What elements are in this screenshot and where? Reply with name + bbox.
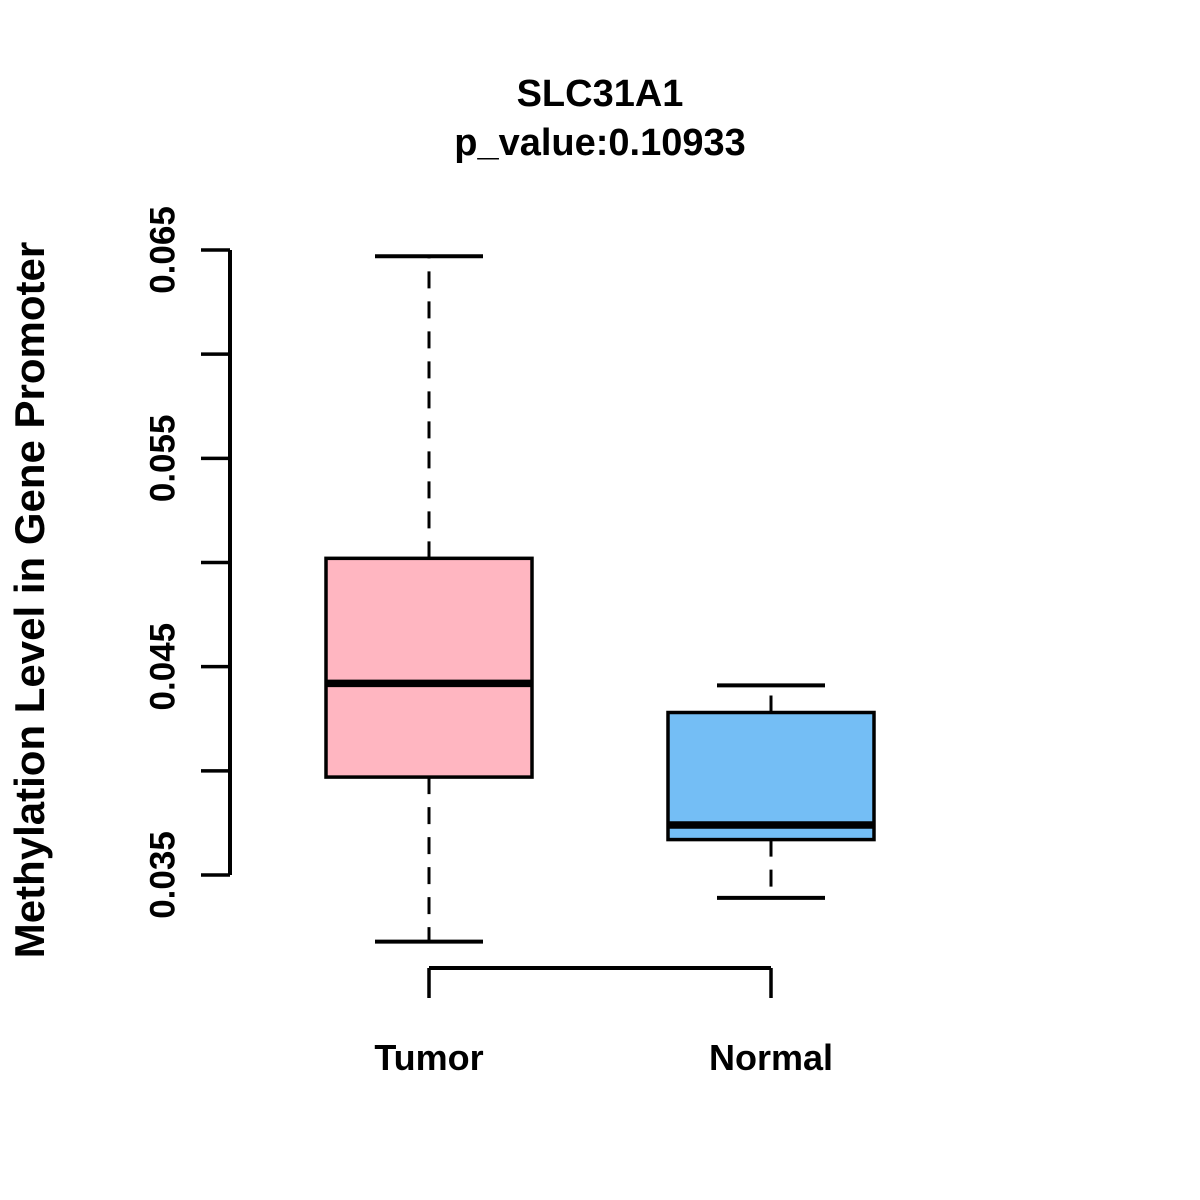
y-tick-label: 0.035 — [144, 831, 183, 919]
chart-title: SLC31A1 — [516, 73, 684, 115]
normal-box — [666, 710, 876, 842]
tumor-box — [324, 556, 534, 779]
y-tick-label: 0.045 — [144, 623, 183, 711]
y-tick-label: 0.055 — [144, 415, 183, 503]
chart-subtitle: p_value:0.10933 — [454, 122, 746, 164]
x-category-label-tumor: Tumor — [374, 1037, 483, 1078]
title-block: SLC31A1 p_value:0.10933 — [230, 70, 970, 168]
y-tick-label: 0.065 — [144, 206, 183, 294]
x-category-label-normal: Normal — [709, 1037, 833, 1078]
